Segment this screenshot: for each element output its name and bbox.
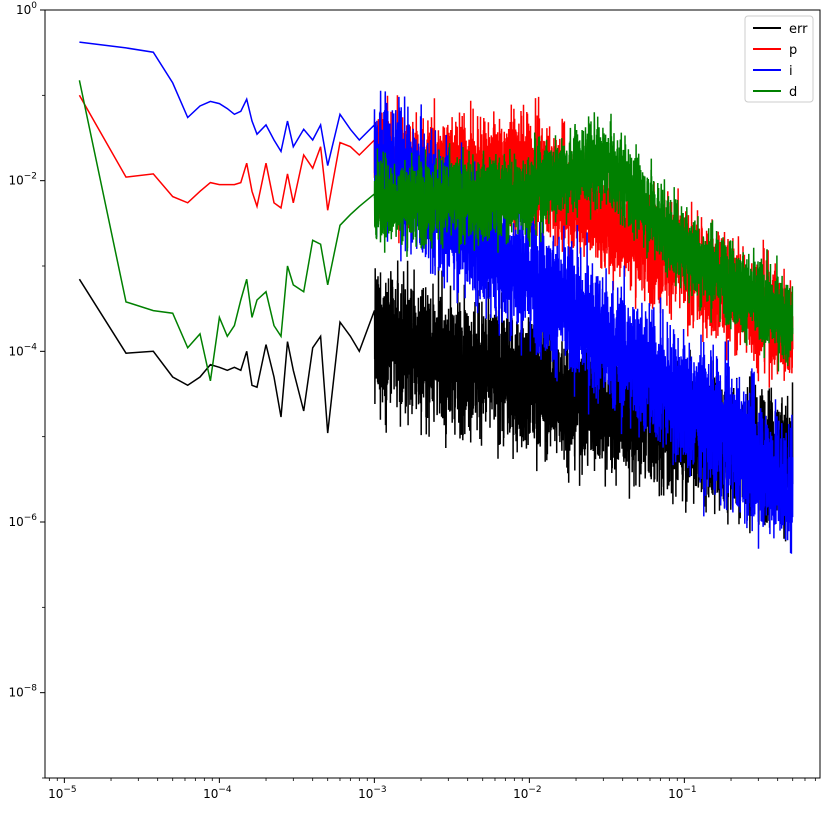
series-layer <box>78 41 794 554</box>
y-tick-base: 10 <box>16 3 31 17</box>
y-tick-base: 10 <box>8 515 23 529</box>
x-tick-exponent: −5 <box>63 785 76 795</box>
legend-box <box>744 15 814 103</box>
x-tick-label: 10−5 <box>48 785 77 801</box>
legend-label-d: d <box>789 85 797 100</box>
x-axis: 10−5 10−4 10−3 10−2 10−1 <box>48 778 816 801</box>
x-tick-exponent: −4 <box>218 785 232 795</box>
legend-label-i: i <box>789 64 793 79</box>
y-tick-label: 10−2 <box>8 172 37 188</box>
y-tick-exponent: −2 <box>24 172 37 182</box>
series-line-d <box>78 80 794 382</box>
x-tick-exponent: −3 <box>373 785 386 795</box>
plot-frame <box>44 9 821 779</box>
legend-label-p: p <box>789 43 797 58</box>
y-tick-label: 10−8 <box>8 684 37 700</box>
x-tick-label: 10−3 <box>358 785 387 801</box>
x-tick-exponent: −1 <box>683 785 696 795</box>
x-tick-label: 10−1 <box>668 785 697 801</box>
legend-label-err: err <box>789 22 808 37</box>
y-tick-exponent: 0 <box>31 1 37 11</box>
legend: err pid <box>744 15 814 103</box>
y-tick-base: 10 <box>8 344 23 358</box>
y-tick-exponent: −4 <box>24 342 38 352</box>
y-tick-base: 10 <box>8 686 23 700</box>
y-tick-label: 10−6 <box>8 513 37 529</box>
y-tick-exponent: −6 <box>24 513 38 523</box>
x-tick-label: 10−4 <box>203 785 232 801</box>
y-tick-exponent: −8 <box>24 684 38 694</box>
y-tick-label: 10−4 <box>8 342 37 358</box>
x-tick-exponent: −2 <box>528 785 541 795</box>
y-tick-label: 100 <box>16 1 37 17</box>
y-tick-base: 10 <box>8 174 23 188</box>
x-tick-label: 10−2 <box>513 785 542 801</box>
